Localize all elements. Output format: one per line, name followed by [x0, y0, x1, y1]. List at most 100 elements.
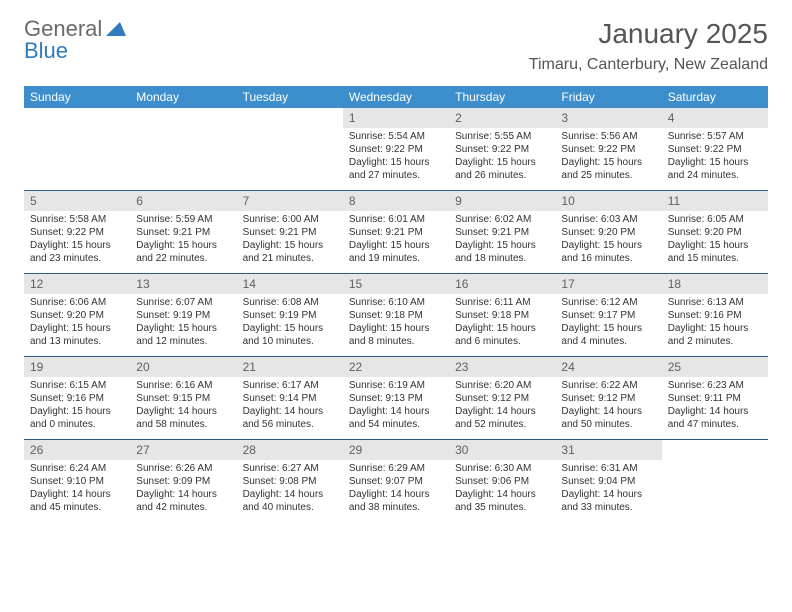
daylight-text-2: and 13 minutes.: [30, 335, 124, 348]
day-details-cell: Sunrise: 5:56 AMSunset: 9:22 PMDaylight:…: [555, 128, 661, 191]
week-daynum-row: 262728293031: [24, 440, 768, 461]
daylight-text-2: and 6 minutes.: [455, 335, 549, 348]
day-number: 25: [668, 360, 681, 374]
logo-text-blue: Blue: [24, 38, 68, 63]
sunset-text: Sunset: 9:20 PM: [30, 309, 124, 322]
daylight-text-1: Daylight: 14 hours: [243, 488, 337, 501]
sunset-text: Sunset: 9:10 PM: [30, 475, 124, 488]
calendar-page: General Blue January 2025 Timaru, Canter…: [0, 0, 792, 612]
day-number-cell: 23: [449, 357, 555, 378]
day-details-cell: Sunrise: 5:59 AMSunset: 9:21 PMDaylight:…: [130, 211, 236, 274]
day-number-cell: 28: [237, 440, 343, 461]
sunset-text: Sunset: 9:17 PM: [561, 309, 655, 322]
sunset-text: Sunset: 9:22 PM: [30, 226, 124, 239]
day-details-cell: Sunrise: 6:29 AMSunset: 9:07 PMDaylight:…: [343, 460, 449, 522]
day-number-cell: 29: [343, 440, 449, 461]
day-number-cell: 17: [555, 274, 661, 295]
daylight-text-2: and 16 minutes.: [561, 252, 655, 265]
daylight-text-1: Daylight: 14 hours: [561, 488, 655, 501]
day-number: 16: [455, 277, 468, 291]
logo-text-block: General Blue: [24, 18, 126, 62]
sunrise-text: Sunrise: 6:08 AM: [243, 296, 337, 309]
day-details-cell: Sunrise: 6:00 AMSunset: 9:21 PMDaylight:…: [237, 211, 343, 274]
location-label: Timaru, Canterbury, New Zealand: [529, 56, 768, 74]
daylight-text-2: and 40 minutes.: [243, 501, 337, 514]
day-number: 19: [30, 360, 43, 374]
sunrise-text: Sunrise: 6:12 AM: [561, 296, 655, 309]
sunset-text: Sunset: 9:22 PM: [455, 143, 549, 156]
day-number: 3: [561, 111, 568, 125]
day-details-cell: Sunrise: 6:19 AMSunset: 9:13 PMDaylight:…: [343, 377, 449, 440]
day-number-cell: [130, 108, 236, 128]
sunrise-text: Sunrise: 6:29 AM: [349, 462, 443, 475]
sunrise-text: Sunrise: 6:16 AM: [136, 379, 230, 392]
day-number-cell: 27: [130, 440, 236, 461]
daylight-text-1: Daylight: 14 hours: [136, 405, 230, 418]
daylight-text-1: Daylight: 15 hours: [30, 405, 124, 418]
day-details-cell: [237, 128, 343, 191]
sunrise-text: Sunrise: 5:54 AM: [349, 130, 443, 143]
sunset-text: Sunset: 9:22 PM: [561, 143, 655, 156]
sunset-text: Sunset: 9:20 PM: [561, 226, 655, 239]
sunrise-text: Sunrise: 6:03 AM: [561, 213, 655, 226]
day-number: 1: [349, 111, 356, 125]
day-details-cell: Sunrise: 6:27 AMSunset: 9:08 PMDaylight:…: [237, 460, 343, 522]
sunset-text: Sunset: 9:13 PM: [349, 392, 443, 405]
day-number: 5: [30, 194, 37, 208]
day-number: 20: [136, 360, 149, 374]
daylight-text-2: and 21 minutes.: [243, 252, 337, 265]
sunset-text: Sunset: 9:21 PM: [349, 226, 443, 239]
sunset-text: Sunset: 9:04 PM: [561, 475, 655, 488]
day-number-cell: 31: [555, 440, 661, 461]
sunrise-text: Sunrise: 5:57 AM: [668, 130, 762, 143]
day-number-cell: 1: [343, 108, 449, 128]
day-details-cell: Sunrise: 6:06 AMSunset: 9:20 PMDaylight:…: [24, 294, 130, 357]
sunset-text: Sunset: 9:18 PM: [349, 309, 443, 322]
day-number: 10: [561, 194, 574, 208]
sunrise-text: Sunrise: 5:59 AM: [136, 213, 230, 226]
day-details-cell: Sunrise: 5:57 AMSunset: 9:22 PMDaylight:…: [662, 128, 768, 191]
daylight-text-1: Daylight: 15 hours: [561, 322, 655, 335]
week-details-row: Sunrise: 5:58 AMSunset: 9:22 PMDaylight:…: [24, 211, 768, 274]
day-number: 29: [349, 443, 362, 457]
day-number-cell: 22: [343, 357, 449, 378]
week-daynum-row: 567891011: [24, 191, 768, 212]
daylight-text-1: Daylight: 15 hours: [349, 239, 443, 252]
day-details-cell: Sunrise: 6:31 AMSunset: 9:04 PMDaylight:…: [555, 460, 661, 522]
daylight-text-2: and 8 minutes.: [349, 335, 443, 348]
day-details-cell: Sunrise: 5:55 AMSunset: 9:22 PMDaylight:…: [449, 128, 555, 191]
daylight-text-2: and 24 minutes.: [668, 169, 762, 182]
sunset-text: Sunset: 9:21 PM: [136, 226, 230, 239]
daylight-text-2: and 18 minutes.: [455, 252, 549, 265]
sunrise-text: Sunrise: 6:13 AM: [668, 296, 762, 309]
day-number: 30: [455, 443, 468, 457]
daylight-text-1: Daylight: 14 hours: [243, 405, 337, 418]
sunrise-text: Sunrise: 6:01 AM: [349, 213, 443, 226]
day-details-cell: Sunrise: 6:13 AMSunset: 9:16 PMDaylight:…: [662, 294, 768, 357]
sunset-text: Sunset: 9:11 PM: [668, 392, 762, 405]
day-details-cell: Sunrise: 6:17 AMSunset: 9:14 PMDaylight:…: [237, 377, 343, 440]
daylight-text-1: Daylight: 14 hours: [455, 405, 549, 418]
day-number: 18: [668, 277, 681, 291]
daylight-text-2: and 22 minutes.: [136, 252, 230, 265]
sunset-text: Sunset: 9:19 PM: [243, 309, 337, 322]
day-number-cell: 13: [130, 274, 236, 295]
sunset-text: Sunset: 9:16 PM: [30, 392, 124, 405]
daylight-text-2: and 33 minutes.: [561, 501, 655, 514]
day-number-cell: 8: [343, 191, 449, 212]
calendar-table: Sunday Monday Tuesday Wednesday Thursday…: [24, 86, 768, 522]
sunrise-text: Sunrise: 6:31 AM: [561, 462, 655, 475]
daylight-text-1: Daylight: 15 hours: [136, 239, 230, 252]
day-number: 24: [561, 360, 574, 374]
daylight-text-2: and 56 minutes.: [243, 418, 337, 431]
day-details-cell: Sunrise: 6:23 AMSunset: 9:11 PMDaylight:…: [662, 377, 768, 440]
sunset-text: Sunset: 9:19 PM: [136, 309, 230, 322]
day-number-cell: 7: [237, 191, 343, 212]
sunrise-text: Sunrise: 6:19 AM: [349, 379, 443, 392]
day-details-cell: Sunrise: 6:30 AMSunset: 9:06 PMDaylight:…: [449, 460, 555, 522]
weekday-header: Sunday: [24, 86, 130, 108]
sunrise-text: Sunrise: 6:20 AM: [455, 379, 549, 392]
daylight-text-2: and 25 minutes.: [561, 169, 655, 182]
day-number: 13: [136, 277, 149, 291]
daylight-text-1: Daylight: 15 hours: [561, 239, 655, 252]
